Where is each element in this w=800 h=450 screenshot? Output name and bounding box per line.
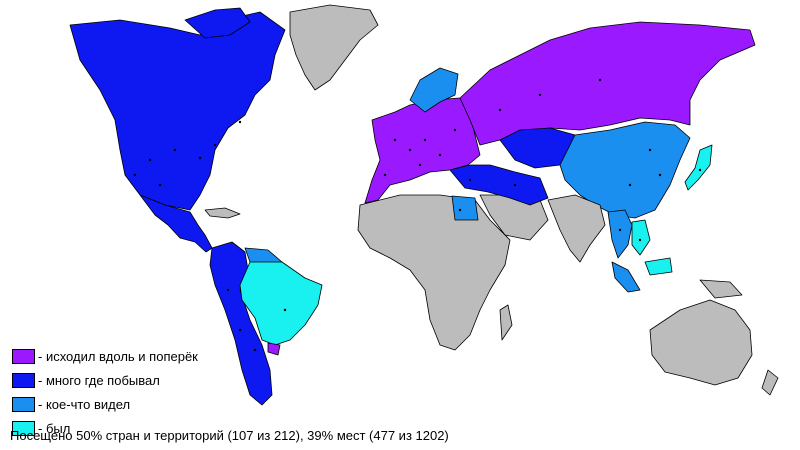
scandinavia [409,67,459,113]
arctic-islands [184,7,251,39]
mexico-central-america [139,194,213,253]
uruguay [267,342,281,356]
legend-swatch-some [12,396,35,412]
legend-label-many: - много где побывал [38,372,160,388]
new-guinea [699,279,743,299]
legend-item-full: - исходил вдоль и поперёк [12,344,198,368]
iran-turkey [449,164,549,206]
new-zealand [761,369,779,396]
legend-item-many: - много где побывал [12,368,198,392]
brazil [239,261,323,346]
greenland [289,4,379,91]
legend-label-been: - был [38,420,71,436]
legend: - исходил вдоль и поперёк - много где по… [12,344,198,440]
australia [649,299,753,386]
north-america [69,11,286,211]
egypt [451,195,479,221]
thailand [607,209,633,259]
china-mongolia [559,121,691,219]
legend-label-full: - исходил вдоль и поперёк [38,348,198,364]
africa [357,194,511,351]
legend-item-been: - был [12,416,198,440]
legend-swatch-many [12,372,35,388]
legend-label-some: - кое-что видел [38,396,131,412]
caribbean [204,207,241,219]
japan [684,144,713,191]
visit-summary: Посещено 50% стран и территорий (107 из … [10,428,449,443]
malaysia [644,257,673,276]
sumatra [611,261,641,293]
vietnam [631,219,651,256]
legend-swatch-full [12,348,35,364]
visited-places-dots [133,78,702,352]
russia [459,21,756,146]
legend-item-some: - кое-что видел [12,392,198,416]
legend-swatch-been [12,420,35,436]
madagascar [499,304,513,341]
india [547,194,606,263]
south-america-west [209,241,273,406]
europe [364,97,481,204]
